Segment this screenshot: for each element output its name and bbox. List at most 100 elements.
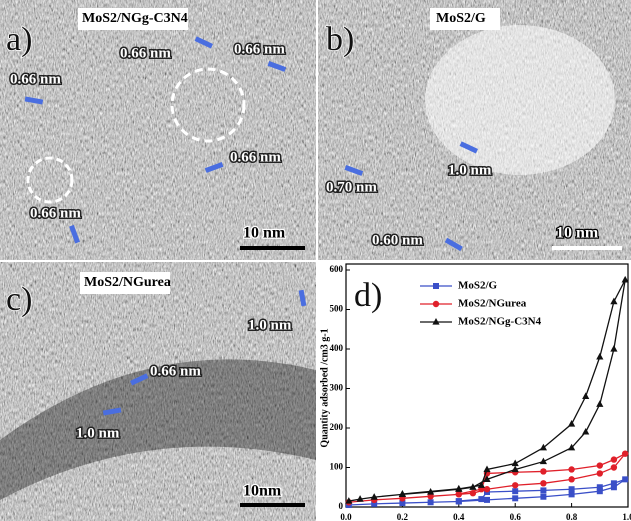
data-point (596, 484, 603, 491)
spacing-label: 0.60 nm (372, 232, 423, 248)
dark-layer (0, 359, 316, 500)
legend-label: MoS2/NGurea (458, 298, 527, 310)
panel-label: c) (6, 281, 32, 318)
y-tick-label: 500 (330, 304, 344, 314)
data-point (568, 466, 575, 473)
data-point (483, 475, 491, 482)
data-point (469, 489, 477, 497)
data-point (582, 392, 590, 399)
spacing-label: 0.66 nm (30, 205, 81, 221)
x-tick-label: 0.4 (453, 512, 465, 521)
y-tick-label: 0 (339, 501, 344, 511)
scale-label: 10 nm (556, 225, 599, 242)
data-point (483, 486, 491, 493)
panel-c: c) MoS2/NGurea 1.0 nm 0.66 nm 1.0 nm 10n… (0, 262, 316, 521)
data-point (455, 484, 463, 492)
tem-image (0, 262, 316, 521)
data-point (484, 496, 490, 503)
data-point (469, 483, 477, 490)
panel-label: b) (326, 21, 354, 58)
lattice-mark (194, 36, 214, 49)
series-line (348, 478, 626, 506)
panel-d: d) Quantity adsorbed /cm3 g-1 0 100 200 300… (319, 263, 631, 521)
y-tick-label: 100 (330, 462, 344, 472)
x-tick-label: 0.0 (340, 512, 352, 521)
lattice-mark (129, 373, 149, 386)
legend-marker (433, 283, 439, 289)
y-axis-label: Quantity adsorbed /cm3 g-1 (319, 328, 330, 447)
data-point (539, 443, 547, 451)
data-point (478, 496, 485, 503)
data-point (610, 456, 618, 463)
lattice-mark (267, 61, 287, 72)
data-point (455, 498, 462, 505)
data-point (512, 482, 519, 489)
data-point (610, 484, 617, 491)
data-point (398, 489, 406, 497)
data-point (596, 488, 603, 495)
data-point (610, 480, 617, 487)
spacing-label: 1.0 nm (448, 162, 492, 178)
panel-title: MoS2/NGg-C3N4 (82, 11, 188, 26)
title-box (80, 272, 170, 294)
data-point (427, 499, 434, 506)
data-point (610, 464, 618, 471)
data-point (568, 491, 575, 498)
legend-label: MoS2/G (458, 280, 498, 292)
tem-image (0, 0, 316, 260)
data-point (540, 487, 547, 494)
data-point (512, 488, 519, 495)
data-point (512, 495, 519, 502)
lattice-mark (102, 407, 122, 416)
y-tick-label: 400 (330, 343, 344, 353)
spacing-label: 0.66 nm (230, 149, 281, 165)
spacing-label: 0.66 nm (120, 45, 171, 61)
lattice-mark (204, 162, 224, 173)
data-point (511, 459, 519, 467)
data-point (539, 457, 547, 465)
lattice-mark (24, 96, 44, 105)
data-point (370, 493, 378, 500)
spacing-label: 0.66 nm (234, 41, 285, 57)
data-point (568, 420, 576, 427)
panel-label: d) (354, 277, 382, 314)
lattice-mark (459, 141, 479, 154)
spacing-label: 0.70 nm (326, 179, 377, 195)
data-point (356, 495, 364, 502)
data-point (455, 490, 462, 498)
data-point (568, 476, 575, 483)
data-point (622, 476, 629, 483)
data-point (477, 481, 485, 488)
data-point (610, 345, 618, 352)
panel-b: b) MoS2/G 1.0 nm 0.70 nm 0.60 nm 10 nm (318, 0, 631, 260)
legend-label: MoS2/NGg-C3N4 (458, 316, 542, 328)
spacing-label: 0.66 nm (10, 71, 61, 87)
scale-label: 10nm (243, 483, 282, 500)
y-tick-label: 300 (330, 383, 344, 393)
spacing-label: 1.0 nm (248, 317, 292, 333)
data-point (540, 480, 547, 487)
data-point (483, 465, 491, 473)
data-point (427, 487, 435, 495)
data-point (582, 427, 590, 435)
data-point (596, 470, 603, 477)
x-tick-label: 0.2 (397, 512, 409, 521)
legend-marker (432, 300, 440, 308)
pore-circle (170, 67, 246, 143)
panel-a: a) MoS2/NGg-C3N4 0.66 nm 0.66 nm 0.66 nm… (0, 0, 316, 260)
y-tick-label: 200 (330, 422, 344, 432)
data-point (596, 352, 604, 360)
data-point (540, 493, 547, 500)
data-point (568, 443, 576, 451)
spacing-label: 0.66 nm (150, 363, 201, 379)
panel-title: MoS2/NGurea (84, 275, 171, 290)
title-box (430, 8, 500, 30)
data-point (621, 450, 629, 457)
lattice-mark (344, 165, 364, 176)
lattice-mark (298, 289, 307, 307)
data-point (621, 275, 629, 283)
scale-label: 10 nm (243, 225, 286, 242)
data-point (371, 500, 378, 507)
